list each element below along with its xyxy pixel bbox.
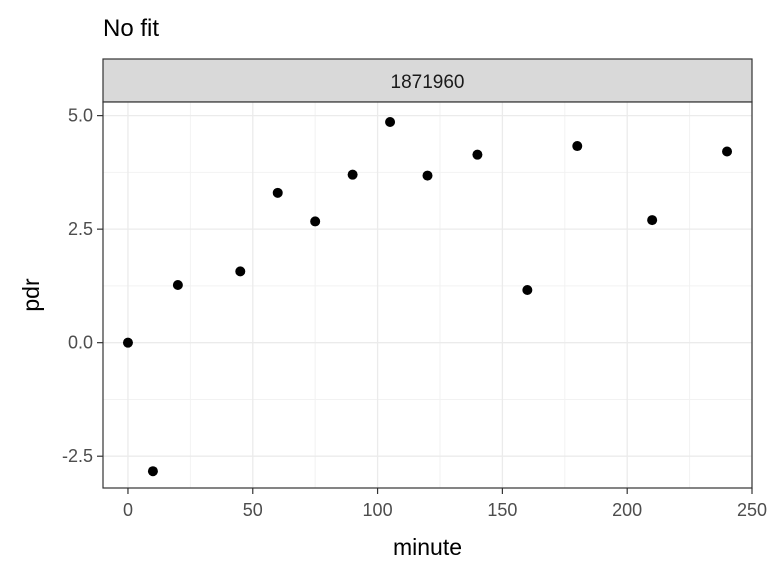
y-tick-label: 2.5 [68, 219, 93, 239]
x-axis: 0 50 100 150 200 250 [123, 488, 767, 520]
data-point [472, 149, 483, 160]
y-axis-title: pdr [18, 278, 44, 312]
data-point [647, 215, 658, 226]
data-point [572, 141, 583, 152]
data-points [122, 116, 733, 477]
data-point [422, 170, 433, 181]
x-tick-label: 200 [612, 500, 642, 520]
data-point [147, 466, 158, 477]
facet-strip [102, 58, 753, 103]
data-point [235, 266, 246, 277]
x-tick-label: 50 [243, 500, 263, 520]
y-axis: -2.5 0.0 2.5 5.0 [62, 106, 103, 466]
y-tick-label: -2.5 [62, 446, 93, 466]
x-tick-label: 150 [487, 500, 517, 520]
data-point [347, 169, 358, 180]
plot-border [102, 101, 753, 489]
data-point [122, 337, 133, 348]
x-axis-title: minute [393, 534, 462, 560]
x-tick-label: 0 [123, 500, 133, 520]
y-tick-label: 0.0 [68, 333, 93, 353]
chart-title: No fit [103, 15, 159, 42]
data-point [385, 116, 396, 127]
data-point [310, 216, 321, 227]
data-point [272, 187, 283, 198]
plot-panel [103, 102, 752, 488]
data-point [722, 146, 733, 157]
y-tick-label: 5.0 [68, 106, 93, 126]
facet-strip-label: 1871960 [391, 72, 465, 93]
x-tick-label: 250 [737, 500, 767, 520]
x-tick-label: 100 [363, 500, 393, 520]
data-point [522, 285, 533, 296]
data-point [172, 280, 183, 291]
